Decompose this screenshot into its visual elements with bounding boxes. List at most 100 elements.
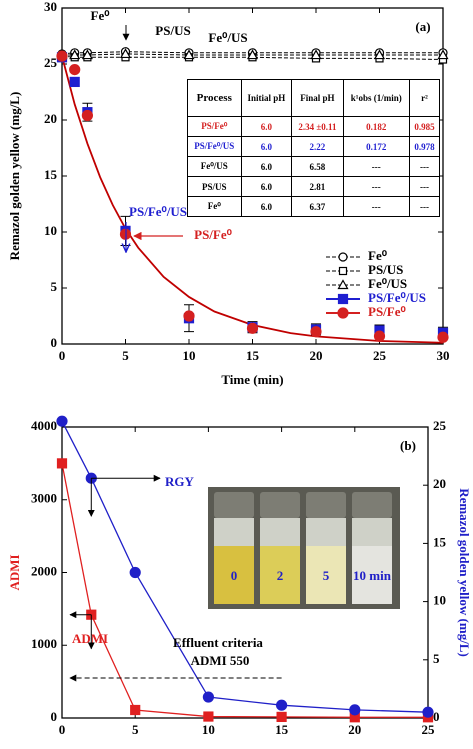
point xyxy=(183,310,195,322)
point xyxy=(56,50,68,62)
y2-tick-label: 15 xyxy=(433,534,447,549)
vial xyxy=(214,518,254,546)
y-tick-label: 20 xyxy=(44,111,57,126)
point xyxy=(119,48,132,59)
table-row: PS/Fe⁰/US 6.0 2.22 0.172 0.978 xyxy=(187,136,441,157)
table-cell: Fe⁰/US xyxy=(187,156,242,177)
table-header: Process Initial pH Final pH k¹obs (1/min) r² xyxy=(187,79,441,117)
table-cell: 6.37 xyxy=(291,196,344,217)
table-cell: PS/Fe⁰ xyxy=(187,116,242,137)
vial xyxy=(260,546,300,604)
y-tick-label: 0 xyxy=(51,709,58,724)
legend-label: PS/US xyxy=(368,262,403,277)
annotation: ADMI 550 xyxy=(191,653,250,668)
point xyxy=(81,49,93,60)
point xyxy=(183,49,195,60)
x-tick-label: 15 xyxy=(275,722,289,737)
table-cell: --- xyxy=(342,196,410,217)
table-cell: 6.0 xyxy=(240,176,293,197)
table-cell: PS/US xyxy=(187,176,242,197)
fit-curve xyxy=(61,55,444,344)
annotation: Fe⁰ xyxy=(91,8,111,23)
table-cell: Initial pH xyxy=(240,79,293,117)
y-axis-label: Remazol golden yellow (mg/L) xyxy=(7,92,22,261)
legend-label: Fe⁰/US xyxy=(368,276,407,291)
annotation: Effluent criteria xyxy=(173,635,263,650)
vial xyxy=(352,492,392,518)
table-cell: 6.58 xyxy=(291,156,344,177)
legend-label: PS/Fe⁰/US xyxy=(368,290,426,305)
table-cell: 6.0 xyxy=(240,196,293,217)
table-cell: --- xyxy=(408,176,441,197)
table-cell: 0.182 xyxy=(342,116,410,137)
point xyxy=(130,704,141,716)
point xyxy=(337,279,349,290)
y2-tick-label: 5 xyxy=(433,651,440,666)
vial xyxy=(306,518,346,546)
x-tick-label: 5 xyxy=(132,722,139,737)
x-tick-label: 25 xyxy=(422,722,436,737)
y-tick-label: 2000 xyxy=(31,563,57,578)
point xyxy=(338,266,348,276)
y2-axis-label: Remazol golden yellow (mg/L) xyxy=(457,488,472,657)
y-tick-label: 25 xyxy=(44,55,58,70)
table-cell: --- xyxy=(408,156,441,177)
table-row: PS/Fe⁰ 6.0 2.34 ±0.11 0.182 0.985 xyxy=(187,116,441,137)
table-cell: 2.81 xyxy=(291,176,344,197)
point xyxy=(276,699,288,711)
point xyxy=(422,706,434,718)
point xyxy=(338,252,348,262)
vial xyxy=(306,492,346,518)
vial xyxy=(306,546,346,604)
table-cell: --- xyxy=(342,176,410,197)
x-tick-label: 30 xyxy=(437,348,450,363)
x-tick-label: 10 xyxy=(183,348,196,363)
vial xyxy=(352,518,392,546)
table-cell: 2.34 ±0.11 xyxy=(291,116,344,137)
table-row: PS/US 6.0 2.81 --- --- xyxy=(187,176,441,197)
panel-label: (b) xyxy=(400,438,416,453)
vial xyxy=(260,518,300,546)
table-cell: Final pH xyxy=(291,79,344,117)
table-cell: 2.22 xyxy=(291,136,344,157)
point xyxy=(437,331,449,343)
point xyxy=(310,49,322,60)
y-tick-label: 3000 xyxy=(31,491,57,506)
x-tick-label: 0 xyxy=(59,722,66,737)
x-tick-label: 5 xyxy=(122,348,129,363)
point xyxy=(69,76,80,88)
point xyxy=(276,711,287,723)
table-cell: 0.985 xyxy=(408,116,441,137)
table-row: Fe⁰/US 6.0 6.58 --- --- xyxy=(187,156,441,177)
series xyxy=(56,50,449,343)
point xyxy=(246,322,259,334)
table-cell: --- xyxy=(342,156,410,177)
inset-label: 2 xyxy=(277,568,284,583)
result-table: Process Initial pH Final pH k¹obs (1/min) r²… xyxy=(187,79,441,217)
point xyxy=(69,63,81,76)
x-tick-label: 25 xyxy=(373,348,387,363)
y2-tick-label: 0 xyxy=(433,709,440,724)
table-cell: 0.172 xyxy=(342,136,410,157)
point xyxy=(202,691,214,703)
x-tick-label: 15 xyxy=(246,348,260,363)
point xyxy=(129,566,141,579)
point xyxy=(373,330,386,342)
x-tick-label: 20 xyxy=(310,348,323,363)
point xyxy=(349,704,361,716)
annotation: Fe⁰/US xyxy=(208,30,247,45)
point xyxy=(337,307,349,319)
y-tick-label: 4000 xyxy=(31,418,57,433)
annotation: ADMI xyxy=(72,631,108,646)
table-cell: PS/Fe⁰/US xyxy=(187,136,242,157)
table-cell: Fe⁰ xyxy=(187,196,242,217)
table-cell: r² xyxy=(408,79,441,117)
vial xyxy=(260,492,300,518)
x-tick-label: 10 xyxy=(202,722,215,737)
table-cell: 6.0 xyxy=(240,116,293,137)
y-axis-label: ADMI xyxy=(7,554,22,590)
y-tick-label: 1000 xyxy=(31,636,57,651)
point xyxy=(56,415,68,427)
